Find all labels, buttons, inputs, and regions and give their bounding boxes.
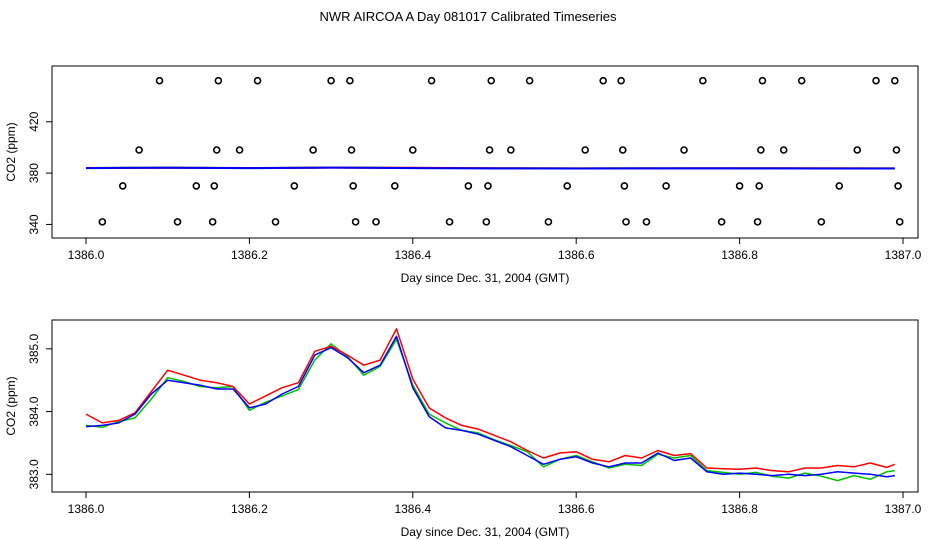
scatter-point <box>618 146 627 154</box>
x-tick-label: 1386.8 <box>721 502 758 516</box>
calibration-x-axis-label: Day since Dec. 31, 2004 (GMT) <box>401 271 570 285</box>
scatter-point <box>817 218 826 226</box>
page-title: NWR AIRCOA A Day 081017 Calibrated Times… <box>319 9 617 24</box>
y-tick-label: 383.0 <box>27 459 41 489</box>
scatter-point <box>599 76 607 85</box>
scatter-point <box>680 146 688 154</box>
series-line-0 <box>85 338 895 482</box>
scatter-point <box>891 76 899 85</box>
scatter-point <box>290 182 299 190</box>
calibration-panel: 1386.0 1386.2 1386.4 1386.6 1386.8 1387.0 340 3… <box>4 65 922 285</box>
scatter-point <box>894 182 902 190</box>
scatter-point <box>391 182 399 190</box>
scatter-point <box>271 218 280 226</box>
y-tick-label: 384.0 <box>27 396 41 426</box>
x-tick-label: 1386.2 <box>231 248 268 262</box>
timeseries-x-axis-label: Day since Dec. 31, 2004 (GMT) <box>401 525 570 539</box>
scatter-point <box>581 146 589 154</box>
scatter-point <box>757 146 765 154</box>
x-tick-label: 1386.2 <box>231 502 268 516</box>
calibration-panel-frame <box>51 65 919 239</box>
scatter-point <box>118 182 127 190</box>
scatter-point <box>735 182 744 190</box>
scatter-point <box>797 76 806 85</box>
scatter-point <box>253 76 262 85</box>
scatter-point <box>347 146 356 154</box>
scatter-point <box>717 218 726 226</box>
scatter-point <box>620 182 629 190</box>
timeseries-panel-frame <box>51 319 919 493</box>
scatter-point <box>755 182 764 190</box>
scatter-point <box>758 76 767 85</box>
series-line-1 <box>85 328 896 473</box>
scatter-point <box>507 146 515 154</box>
timeseries-y-axis-label: CO2 (ppm) <box>4 376 18 435</box>
scatter-point <box>544 218 553 226</box>
scatter-point <box>327 76 335 85</box>
scatter-point <box>155 76 164 85</box>
scatter-point <box>346 76 354 85</box>
scatter-point <box>349 182 357 190</box>
x-tick-label: 1386.4 <box>394 502 431 516</box>
scatter-point <box>662 182 670 190</box>
scatter-point <box>487 76 496 85</box>
x-tick-label: 1387.0 <box>885 248 922 262</box>
series-line-2 <box>85 166 895 170</box>
scatter-point <box>372 218 380 226</box>
scatter-point <box>617 76 625 85</box>
x-tick-label: 1386.0 <box>68 502 105 516</box>
x-tick-label: 1386.8 <box>721 248 758 262</box>
y-tick-label: 385.0 <box>27 334 41 364</box>
scatter-point <box>408 146 417 154</box>
scatter-point <box>753 218 762 226</box>
x-tick-label: 1386.6 <box>558 502 595 516</box>
scatter-point <box>351 218 360 226</box>
scatter-point <box>427 76 436 85</box>
scatter-point <box>214 76 223 85</box>
scatter-point <box>779 146 788 154</box>
scatter-point <box>484 182 492 190</box>
calibration-y-axis-label: CO2 (ppm) <box>4 122 18 181</box>
scatter-point <box>482 218 491 226</box>
scatter-point <box>208 218 217 226</box>
x-tick-label: 1386.6 <box>558 248 595 262</box>
scatter-point <box>835 182 844 190</box>
scatter-point <box>872 76 880 85</box>
x-tick-label: 1387.0 <box>885 502 922 516</box>
scatter-point <box>235 146 244 154</box>
y-tick-label: 340 <box>27 214 41 234</box>
scatter-point <box>642 218 651 226</box>
scatter-point <box>445 218 454 226</box>
x-tick-label: 1386.4 <box>394 248 431 262</box>
scatter-point <box>173 218 182 226</box>
timeseries-panel: 1386.0 1386.2 1386.4 1386.6 1386.8 1387.0 383.… <box>4 319 922 539</box>
scatter-point <box>895 218 904 226</box>
x-tick-label: 1386.0 <box>68 248 105 262</box>
scatter-point <box>563 182 572 190</box>
scatter-point <box>135 146 143 154</box>
scatter-point <box>212 146 221 154</box>
scatter-point <box>853 146 862 154</box>
scatter-point <box>192 182 201 190</box>
scatter-point <box>309 146 317 154</box>
series-line-2 <box>85 335 895 478</box>
scatter-point <box>525 76 534 85</box>
scatter-point <box>622 218 630 226</box>
scatter-point <box>892 146 901 154</box>
scatter-point <box>464 182 473 190</box>
scatter-point <box>699 76 707 85</box>
scatter-point <box>485 146 494 154</box>
y-tick-label: 380 <box>27 163 41 183</box>
scatter-point <box>98 218 107 226</box>
scatter-point <box>210 182 219 190</box>
y-tick-label: 420 <box>27 111 41 131</box>
